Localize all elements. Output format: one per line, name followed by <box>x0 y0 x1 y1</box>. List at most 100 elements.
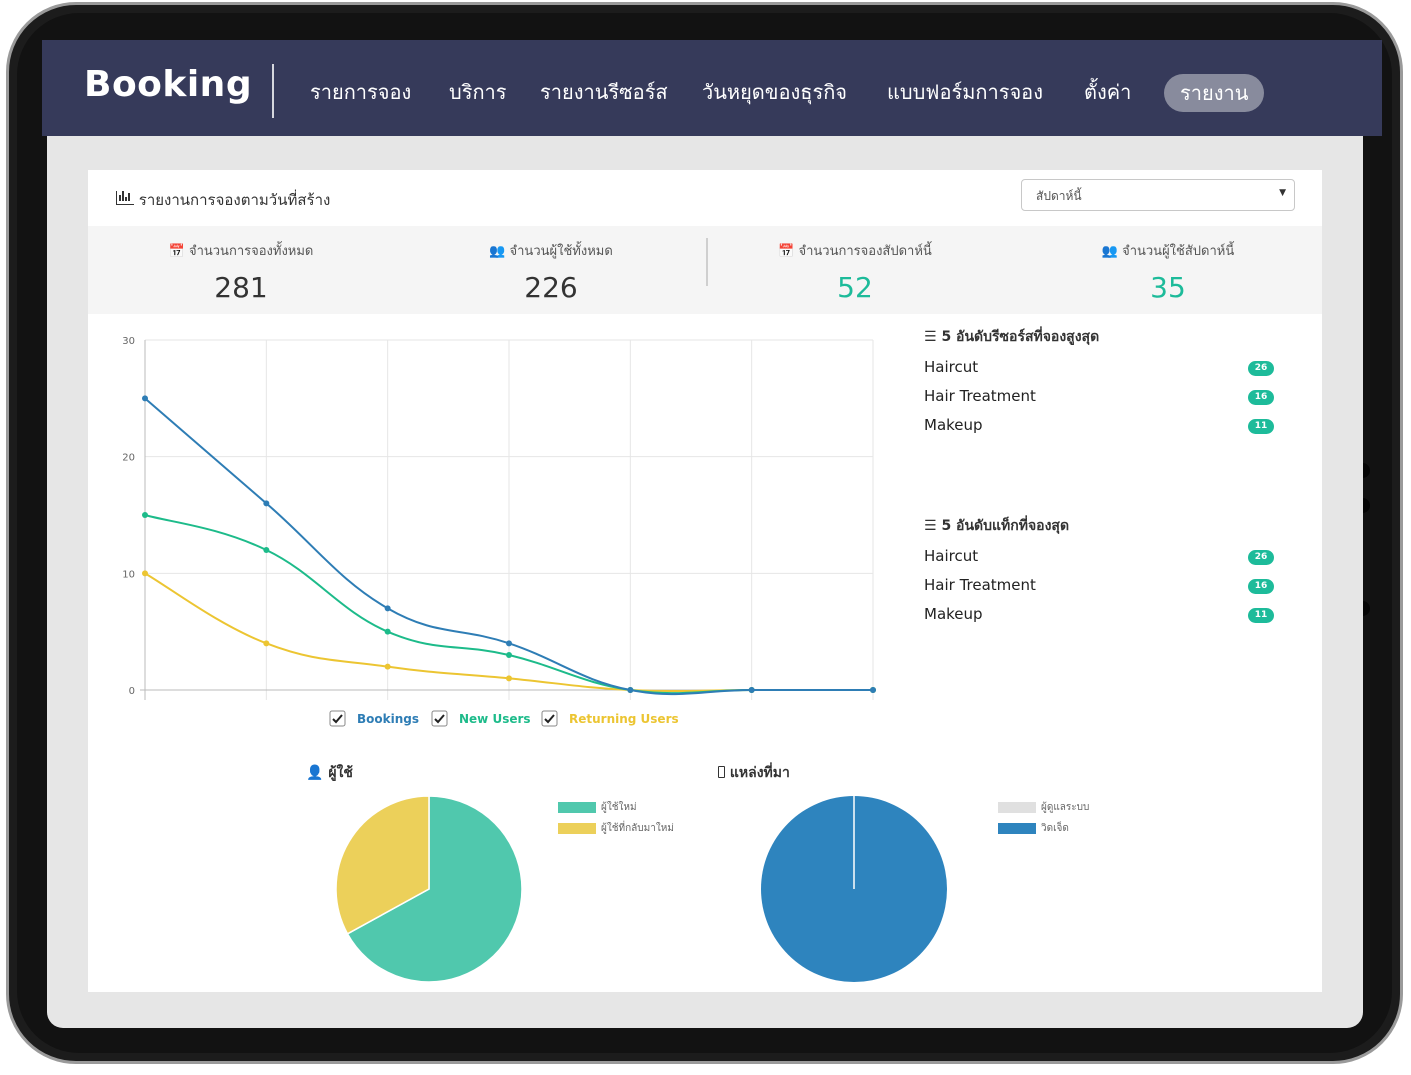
y-tick-label: 20 <box>122 453 135 464</box>
data-point[interactable] <box>142 512 148 518</box>
data-point[interactable] <box>506 640 512 647</box>
list-item: Hair Treatment 16 <box>924 576 1274 605</box>
list-item-name: Haircut <box>924 358 979 376</box>
nav-item-settings[interactable]: ตั้งค่า <box>1084 80 1132 104</box>
legend-swatch <box>558 802 596 813</box>
legend-label: ผู้ใช้ที่กลับมาใหม่ <box>601 823 674 834</box>
count-badge: 26 <box>1248 361 1274 376</box>
list-item: Haircut 26 <box>924 358 1274 387</box>
legend-checkbox[interactable] <box>431 710 448 727</box>
line-chart: 0 10 20 30 Bookings New Users Returning Users <box>122 336 876 727</box>
bar-chart-icon <box>116 191 134 205</box>
brand-logo[interactable]: Booking <box>84 64 253 105</box>
stat-value: 52 <box>837 271 873 304</box>
list-item: Makeup 11 <box>924 416 1274 445</box>
users-icon: 👥 <box>1101 244 1118 259</box>
calendar-icon: 📅 <box>778 244 795 259</box>
data-point[interactable] <box>748 687 755 693</box>
count-badge: 26 <box>1248 550 1274 565</box>
users-icon: 👥 <box>489 244 506 259</box>
list-item-name: Hair Treatment <box>924 576 1036 594</box>
stat-value: 35 <box>1150 271 1186 304</box>
mobile-icon <box>718 766 725 778</box>
count-badge: 16 <box>1248 390 1274 405</box>
data-point[interactable] <box>263 640 270 647</box>
data-point[interactable] <box>627 687 634 693</box>
data-point[interactable] <box>263 500 270 507</box>
pie-slice[interactable] <box>335 795 430 935</box>
nav-item-resource-report[interactable]: รายงานรีซอร์ส <box>540 80 668 104</box>
data-point[interactable] <box>506 652 512 658</box>
legend-label: วิดเจ็ด <box>1041 823 1069 834</box>
stat-value: 281 <box>214 271 268 304</box>
list-item-name: Haircut <box>924 547 979 565</box>
y-tick-label: 30 <box>122 336 135 347</box>
legend-checkbox[interactable] <box>541 710 558 727</box>
top-resources-title: 5 อันดับรีซอร์สที่จองสูงสุด <box>941 329 1100 345</box>
data-point[interactable] <box>142 395 148 402</box>
check-icon <box>434 714 445 724</box>
list-icon: ☰ <box>924 518 937 534</box>
legend-swatch <box>998 802 1036 813</box>
y-tick-label: 0 <box>129 686 135 697</box>
data-point[interactable] <box>263 547 270 553</box>
top-tags-title: 5 อันดับแท็กที่จองสุด <box>941 518 1070 534</box>
stat-total-users: 👥 จำนวนผู้ใช้ทั้งหมด 226 <box>401 226 701 304</box>
legend-series-name: Bookings <box>357 712 419 726</box>
list-item: Haircut 26 <box>924 547 1274 576</box>
top-resources-list: ☰ 5 อันดับรีซอร์สที่จองสูงสุด Haircut 26 … <box>924 326 1274 445</box>
report-panel: รายงานการจองตามวันที่สร้าง สัปดาห์นี้ ▼ … <box>88 170 1322 992</box>
stats-bar: 📅 จำนวนการจองทั้งหมด 281 👥 จำนวนผู้ใช้ทั… <box>88 226 1322 314</box>
legend-checkbox[interactable] <box>329 710 346 727</box>
legend-swatch <box>558 823 596 834</box>
stat-label: จำนวนการจองทั้งหมด <box>188 244 314 259</box>
list-item-name: Hair Treatment <box>924 387 1036 405</box>
data-point[interactable] <box>384 628 391 635</box>
legend-swatch <box>998 823 1036 834</box>
count-badge: 11 <box>1248 608 1274 623</box>
users-pie-title: ผู้ใช้ <box>328 765 353 781</box>
check-icon <box>332 714 343 724</box>
y-tick-label: 10 <box>122 569 135 580</box>
stat-value: 226 <box>524 271 578 304</box>
list-item: Hair Treatment 16 <box>924 387 1274 416</box>
pie-slice[interactable] <box>346 795 523 983</box>
period-select[interactable]: สัปดาห์นี้ ▼ <box>1021 179 1295 211</box>
stat-week-bookings: 📅 จำนวนการจองสัปดาห์นี้ 52 <box>705 226 1005 304</box>
brand-divider <box>272 64 274 118</box>
nav-item-bookings[interactable]: รายการจอง <box>310 80 412 104</box>
stat-total-bookings: 📅 จำนวนการจองทั้งหมด 281 <box>91 226 391 304</box>
data-point[interactable] <box>870 687 876 693</box>
legend-series-name: New Users <box>459 712 531 726</box>
count-badge: 11 <box>1248 419 1274 434</box>
top-tags-list: ☰ 5 อันดับแท็กที่จองสุด Haircut 26 Hair T… <box>924 515 1274 634</box>
user-icon: 👤 <box>306 765 324 781</box>
stat-label: จำนวนการจองสัปดาห์นี้ <box>798 244 932 259</box>
calendar-icon: 📅 <box>168 244 185 259</box>
panel-title-text: รายงานการจองตามวันที่สร้าง <box>138 191 331 209</box>
top-navbar: Booking รายการจอง บริการ รายงานรีซอร์ส ว… <box>42 40 1382 136</box>
users-pie-chart <box>335 795 523 983</box>
legend-label: ผู้ดูแลระบบ <box>1041 802 1090 813</box>
stat-week-users: 👥 จำนวนผู้ใช้สัปดาห์นี้ 35 <box>1018 226 1318 304</box>
nav-item-business-holidays[interactable]: วันหยุดของธุรกิจ <box>702 80 848 104</box>
nav-item-booking-form[interactable]: แบบฟอร์มการจอง <box>887 80 1043 104</box>
data-point[interactable] <box>384 605 391 612</box>
period-select-value: สัปดาห์นี้ <box>1036 189 1082 203</box>
data-point[interactable] <box>384 663 391 670</box>
stat-label: จำนวนผู้ใช้สัปดาห์นี้ <box>1122 244 1235 259</box>
data-point[interactable] <box>142 570 148 577</box>
stat-label: จำนวนผู้ใช้ทั้งหมด <box>509 244 613 259</box>
source-pie-chart <box>761 796 947 982</box>
list-item: Makeup 11 <box>924 605 1274 634</box>
legend-label: ผู้ใช้ใหม่ <box>601 802 637 813</box>
source-pie-title: แหล่งที่มา <box>729 765 790 781</box>
list-item-name: Makeup <box>924 416 983 434</box>
list-icon: ☰ <box>924 329 937 345</box>
nav-item-reports[interactable]: รายงาน <box>1164 74 1265 112</box>
stats-divider <box>706 238 708 286</box>
nav-item-services[interactable]: บริการ <box>449 80 507 104</box>
data-point[interactable] <box>506 675 512 682</box>
legend-series-name: Returning Users <box>569 712 679 726</box>
panel-title: รายงานการจองตามวันที่สร้าง <box>116 188 330 212</box>
